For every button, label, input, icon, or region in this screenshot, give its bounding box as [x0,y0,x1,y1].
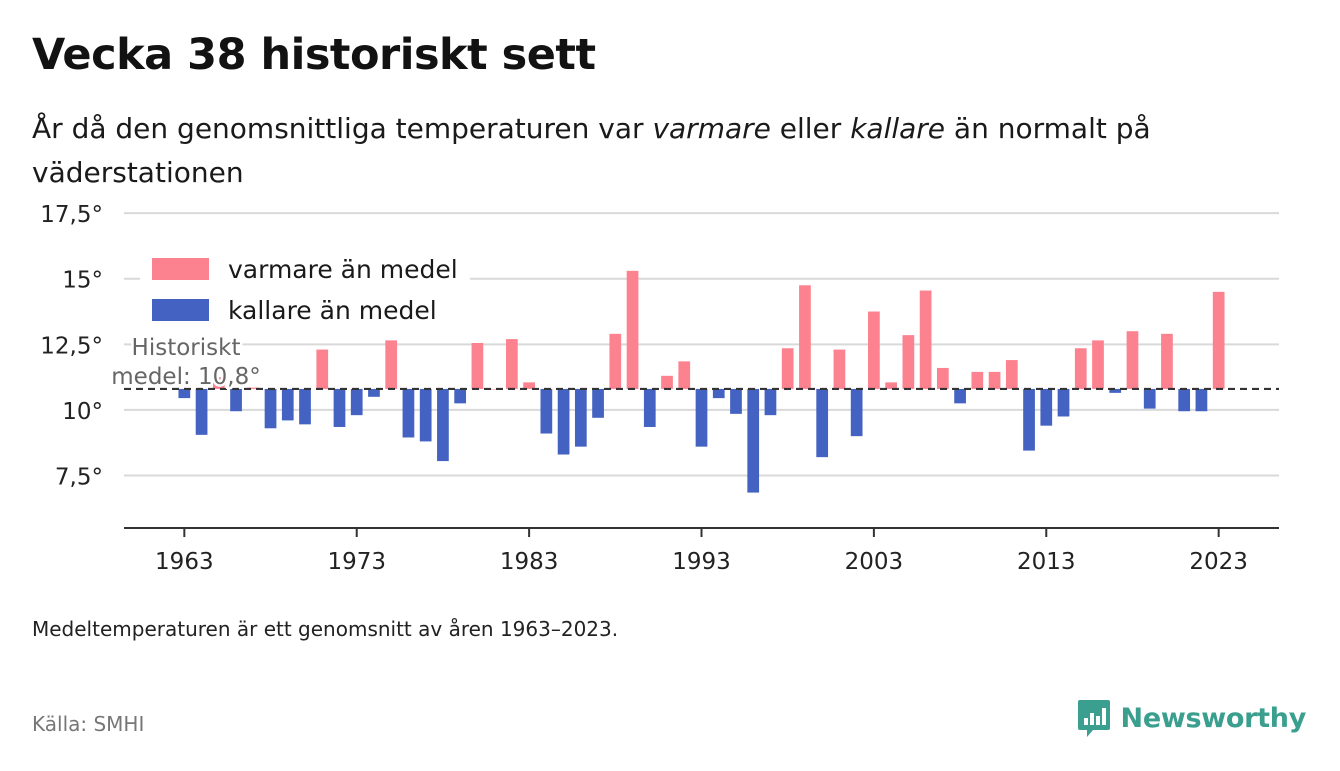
x-tick-label: 1973 [327,549,386,575]
x-tick-label: 1983 [500,549,559,575]
bar-1964 [195,388,208,435]
bar-1966 [230,388,242,412]
bar-1968 [264,388,277,429]
bar-2003 [868,311,880,389]
bar-2011 [1005,360,1018,389]
bar-2005 [902,335,915,389]
subtitle-warm-word: varmare [652,112,771,145]
bar-1996 [747,388,760,493]
bar-2019 [1143,388,1156,409]
bar-2018 [1126,331,1139,389]
footnote: Medeltemperaturen är ett genomsnitt av å… [32,617,619,641]
legend-label: varmare än medel [228,255,458,284]
legend-swatch [152,299,209,321]
bar-1987 [592,388,604,418]
newsworthy-logo-icon [1077,700,1110,737]
x-tick-label: 1963 [155,549,214,575]
bar-1993 [695,388,708,447]
bar-1969 [281,388,294,421]
bar-1977 [419,388,432,442]
y-axis-ticks: 7,5° 10° 12,5° 15° 17,5° [40,202,103,490]
x-tick-label: 2023 [1189,549,1248,575]
x-tick-label: 1993 [672,549,731,575]
bar-1990 [643,388,656,427]
bar-2017 [1109,388,1122,393]
bar-2010 [988,371,1001,389]
bar-1976 [402,388,415,438]
bar-2006 [919,290,932,389]
baseline-label-line: Historiskt [132,335,241,361]
x-tick-label: 2013 [1017,549,1076,575]
subtitle-text-2: eller [770,112,851,145]
bar-2009 [971,371,984,389]
bar-2007 [936,367,949,389]
bar-2012 [1023,388,1035,451]
baseline: Historiskt medel: 10,8° [109,333,1279,393]
bar-2023 [1212,291,1225,389]
legend-swatch [152,258,209,280]
bar-1998 [781,348,794,389]
bar-2014 [1057,388,1070,417]
y-tick-label: 7,5° [55,465,103,491]
bar-1986 [574,388,587,447]
x-axis: 1963 1973 1983 1993 2003 2013 2023 [124,527,1279,575]
bar-1974 [368,388,380,397]
bar-1975 [385,340,398,389]
source-label: Källa: SMHI [32,712,145,736]
page-title: Vecka 38 historiskt sett [32,30,596,80]
bars [178,270,1225,493]
legend: varmare än medel kallare än medel [140,248,470,328]
bar-1967 [247,387,260,389]
bar-2002 [850,388,863,437]
subtitle-text-3: än normalt på väderstationen [32,112,1151,189]
bar-1965 [212,377,225,389]
subtitle-cold-word: kallare [850,112,946,145]
subtitle-text-1: År då den genomsnittliga temperaturen va… [32,112,653,145]
legend-label: kallare än medel [228,296,437,325]
bar-2008 [954,388,966,404]
brand-name: Newsworthy [1120,702,1307,734]
bar-2020 [1161,333,1173,389]
brand-logo: Newsworthy [1077,698,1306,738]
bar-1992 [678,361,691,389]
bar-1981 [488,388,501,390]
bar-1973 [350,388,363,416]
bar-1979 [454,388,467,404]
bar-2013 [1040,388,1053,426]
y-tick-label: 12,5° [40,333,103,359]
bar-1972 [333,388,346,427]
y-tick-label: 15° [62,268,103,294]
bar-chart: 7,5° 10° 12,5° 15° 17,5° 1963 1973 1983 1993 200… [40,202,1279,575]
bar-2016 [1092,340,1104,389]
subtitle: År då den genomsnittliga temperaturen va… [32,107,1282,195]
bar-1978 [437,388,449,462]
bar-2021 [1178,388,1191,412]
bar-2001 [833,349,846,389]
bar-2015 [1074,348,1087,389]
bar-1991 [661,375,673,389]
bar-1994 [712,388,725,399]
bar-1963 [178,388,191,399]
bar-1985 [557,388,570,455]
bar-1995 [730,388,742,414]
bar-2022 [1195,388,1208,412]
bar-1971 [316,349,329,389]
bar-1997 [764,388,777,416]
bar-2000 [816,388,829,458]
y-tick-label: 17,5° [40,202,103,228]
bar-1984 [540,388,553,434]
bar-1999 [799,285,811,389]
bar-2004 [885,382,897,389]
x-tick-label: 2003 [845,549,904,575]
bar-1982 [506,339,518,389]
bar-1989 [626,270,639,389]
bar-1983 [523,382,535,389]
y-tick-label: 10° [62,399,103,425]
baseline-label-line: medel: 10,8° [111,364,260,390]
bar-1988 [609,333,622,389]
baseline-label: Historiskt medel: 10,8° [111,335,260,390]
bar-1970 [299,388,311,425]
bar-1980 [471,343,484,389]
